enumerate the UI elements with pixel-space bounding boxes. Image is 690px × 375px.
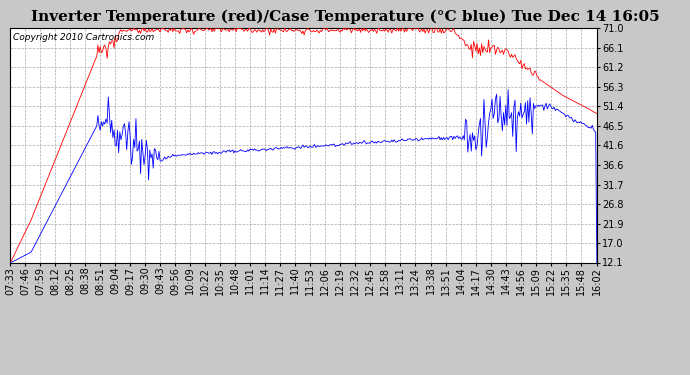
Text: Inverter Temperature (red)/Case Temperature (°C blue) Tue Dec 14 16:05: Inverter Temperature (red)/Case Temperat… <box>30 9 660 24</box>
Text: Copyright 2010 Cartronics.com: Copyright 2010 Cartronics.com <box>13 33 155 42</box>
